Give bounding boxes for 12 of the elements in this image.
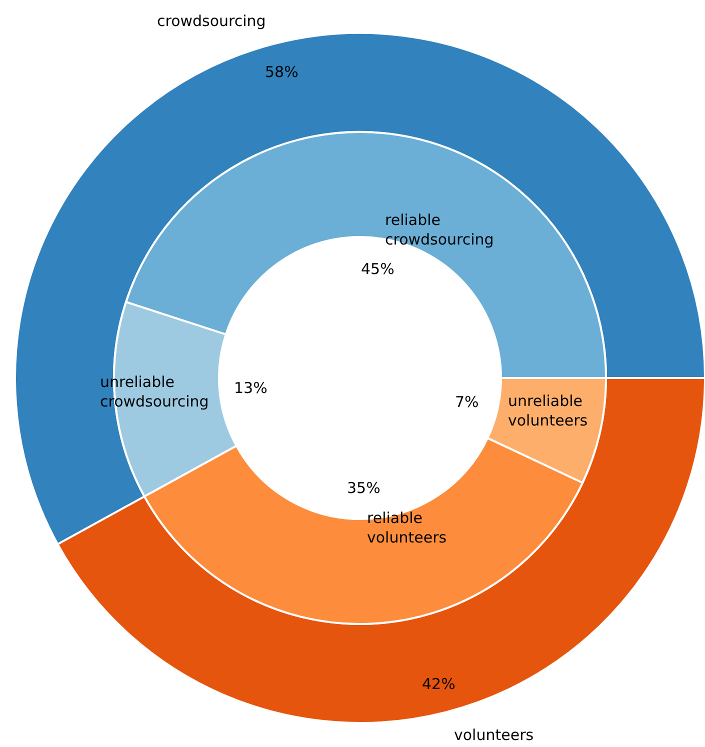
slice-label: crowdsourcing bbox=[157, 12, 266, 30]
slice-label: reliable crowdsourcing bbox=[385, 211, 494, 248]
data-label: 58% bbox=[265, 63, 298, 81]
slice-label: unreliable volunteers bbox=[508, 392, 588, 430]
data-label: 35% bbox=[347, 479, 380, 497]
data-label: 42% bbox=[422, 675, 456, 693]
slice-label: volunteers bbox=[454, 726, 534, 744]
slice-label: reliable volunteers bbox=[367, 509, 447, 546]
data-label: 7% bbox=[455, 393, 479, 411]
data-label: 45% bbox=[361, 260, 394, 278]
data-label: 13% bbox=[234, 379, 268, 397]
slice-label: unreliable crowdsourcing bbox=[100, 373, 209, 410]
